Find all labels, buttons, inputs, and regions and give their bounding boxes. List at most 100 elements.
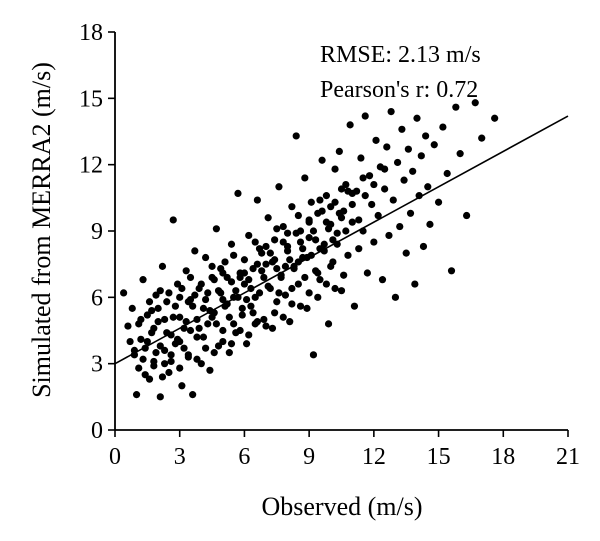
data-point xyxy=(402,249,410,257)
data-point xyxy=(417,152,425,160)
data-point xyxy=(135,364,143,372)
data-point xyxy=(307,198,315,206)
data-point xyxy=(255,289,264,297)
data-point xyxy=(264,214,272,222)
data-point xyxy=(225,313,233,321)
data-point xyxy=(283,229,292,237)
data-point xyxy=(251,293,259,301)
data-point xyxy=(385,231,393,240)
data-point xyxy=(182,267,190,275)
data-point xyxy=(169,216,177,224)
data-point xyxy=(478,134,486,142)
data-point xyxy=(288,300,296,308)
data-point xyxy=(286,318,294,326)
data-point xyxy=(426,220,434,228)
data-point xyxy=(262,260,270,268)
data-point xyxy=(219,295,227,304)
annotation-rmse: RMSE: 2.13 m/s xyxy=(320,42,481,68)
data-point xyxy=(294,211,302,220)
data-point xyxy=(195,324,203,332)
data-point xyxy=(178,284,186,293)
data-point xyxy=(236,326,244,335)
data-point xyxy=(275,183,283,191)
data-point xyxy=(430,141,438,149)
data-point xyxy=(189,391,197,399)
data-point xyxy=(439,123,447,131)
data-point xyxy=(240,256,249,264)
data-point xyxy=(176,364,184,372)
data-point xyxy=(389,196,397,204)
data-point xyxy=(299,245,307,253)
data-point xyxy=(309,227,318,235)
points-layer xyxy=(120,99,499,401)
data-point xyxy=(320,240,328,248)
data-point xyxy=(238,311,246,319)
data-point xyxy=(255,245,264,253)
data-point xyxy=(312,236,320,244)
data-point xyxy=(214,287,223,295)
data-point xyxy=(161,360,169,368)
data-point xyxy=(370,180,378,189)
fit-layer xyxy=(114,115,569,365)
data-point xyxy=(180,344,188,352)
data-point xyxy=(167,357,175,366)
data-point xyxy=(463,211,471,220)
data-point xyxy=(342,227,350,235)
data-point xyxy=(322,280,330,288)
data-point xyxy=(120,289,128,297)
data-point xyxy=(171,302,179,310)
data-point xyxy=(197,280,205,288)
data-point xyxy=(283,247,292,255)
data-point xyxy=(286,256,294,264)
data-point xyxy=(245,331,253,339)
data-point xyxy=(217,264,225,273)
data-point xyxy=(167,351,175,359)
data-point xyxy=(260,315,268,324)
data-point xyxy=(279,238,287,246)
x-tick-label: 6 xyxy=(238,444,250,470)
data-point xyxy=(292,132,300,140)
x-tick-label: 18 xyxy=(491,444,515,470)
data-point xyxy=(193,355,201,363)
data-point xyxy=(158,373,167,381)
data-point xyxy=(324,225,333,233)
x-axis-label: Observed (m/s) xyxy=(261,492,422,521)
x-tick-label: 15 xyxy=(427,444,451,470)
data-point xyxy=(230,320,238,328)
data-point xyxy=(355,245,363,253)
data-point xyxy=(363,269,371,277)
data-point xyxy=(176,337,184,346)
data-point xyxy=(305,234,313,242)
data-point xyxy=(331,165,339,173)
data-point xyxy=(329,236,337,244)
data-point xyxy=(324,320,333,328)
data-point xyxy=(204,320,212,328)
data-point xyxy=(204,289,212,297)
data-point xyxy=(322,218,330,226)
data-point xyxy=(273,264,281,273)
data-point xyxy=(434,198,443,206)
y-tick-label: 0 xyxy=(91,418,103,444)
data-point xyxy=(202,295,210,304)
x-tick-label: 21 xyxy=(556,444,580,470)
x-tick-label: 3 xyxy=(174,444,186,470)
x-tick-label: 9 xyxy=(303,444,315,470)
data-point xyxy=(253,318,261,326)
data-point xyxy=(173,280,182,288)
data-point xyxy=(337,287,346,295)
y-tick-label: 9 xyxy=(91,219,103,245)
data-point xyxy=(273,298,281,306)
data-point xyxy=(348,200,356,209)
data-point xyxy=(314,293,322,301)
data-point xyxy=(139,355,147,363)
data-point xyxy=(169,313,177,321)
data-point xyxy=(296,238,305,246)
data-point xyxy=(161,315,169,324)
data-point xyxy=(221,258,229,266)
data-point xyxy=(247,302,255,310)
x-tick-label: 0 xyxy=(109,444,121,470)
data-point xyxy=(240,269,249,277)
data-point xyxy=(409,167,417,175)
data-point xyxy=(387,108,395,116)
data-point xyxy=(361,112,369,120)
